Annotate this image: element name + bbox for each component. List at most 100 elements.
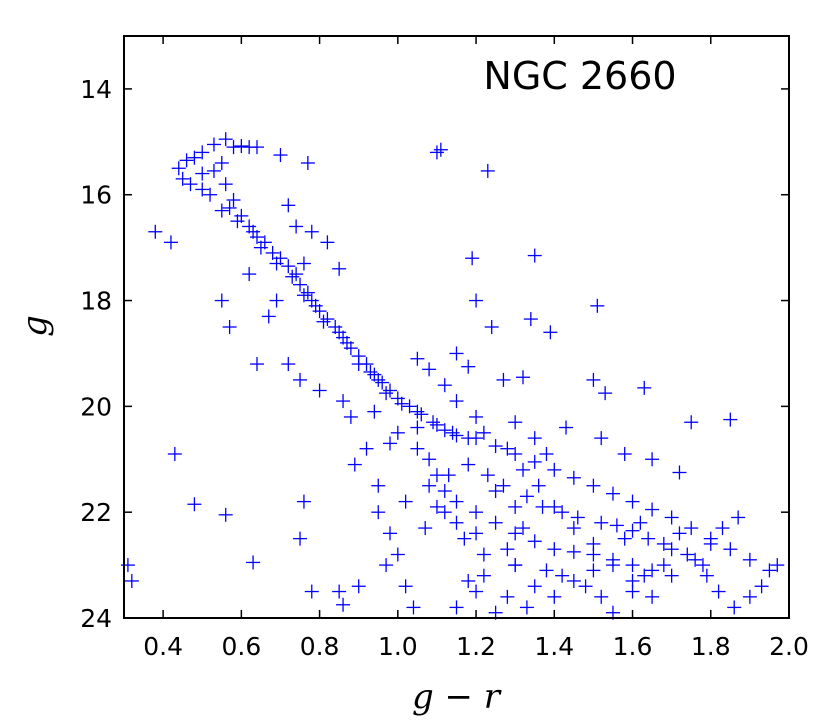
data-point: [422, 362, 437, 377]
data-point: [429, 468, 444, 483]
data-point: [206, 163, 221, 178]
x-tick-label: 1.8: [691, 632, 731, 661]
data-point: [469, 505, 484, 520]
data-point: [742, 589, 757, 604]
data-point: [598, 386, 613, 401]
data-point: [672, 526, 687, 541]
data-point: [265, 245, 280, 260]
data-point: [703, 536, 718, 551]
data-point: [226, 193, 241, 208]
data-point: [195, 166, 210, 181]
data-point: [641, 531, 656, 546]
data-point: [250, 357, 264, 372]
data-point: [273, 148, 288, 163]
data-point: [410, 351, 425, 366]
data-point: [289, 267, 304, 282]
data-point: [410, 404, 425, 419]
data-point: [234, 139, 249, 154]
data-point: [429, 499, 444, 514]
data-point: [727, 600, 742, 615]
data-point: [461, 359, 476, 374]
data-point: [547, 542, 562, 557]
data-point: [496, 478, 511, 493]
data-point: [347, 457, 362, 472]
data-point: [343, 409, 358, 424]
data-point: [293, 531, 308, 546]
data-point: [163, 235, 178, 250]
data-point: [469, 584, 484, 599]
data-point: [296, 288, 311, 303]
data-point: [418, 521, 433, 536]
data-point: [500, 589, 515, 604]
data-point: [429, 417, 444, 432]
data-point: [566, 544, 581, 559]
data-point: [383, 383, 397, 398]
data-point: [293, 277, 308, 292]
data-point: [684, 415, 699, 430]
x-tick-label: 2.0: [769, 632, 809, 661]
data-point: [320, 312, 335, 327]
data-point: [363, 364, 378, 379]
data-point: [300, 155, 315, 170]
data-point: [566, 470, 581, 485]
data-point: [300, 285, 315, 300]
y-tick-label: 16: [80, 181, 112, 210]
data-point: [711, 584, 726, 599]
data-point: [218, 177, 233, 192]
data-point: [371, 478, 386, 493]
data-point: [625, 584, 640, 599]
x-tick-label: 1.6: [613, 632, 653, 661]
data-point: [351, 357, 366, 372]
data-point: [637, 380, 652, 395]
data-point: [218, 507, 233, 522]
data-points: [120, 132, 785, 620]
data-point: [437, 423, 452, 438]
data-point: [527, 248, 542, 263]
data-point: [222, 200, 237, 215]
data-point: [555, 568, 570, 583]
data-point: [261, 309, 276, 324]
data-point: [547, 499, 562, 514]
data-point: [586, 372, 601, 387]
data-point: [449, 394, 464, 409]
data-point: [179, 153, 194, 168]
data-point: [519, 489, 534, 504]
data-point: [316, 314, 331, 329]
data-point: [281, 357, 296, 372]
data-point: [437, 378, 452, 393]
data-point: [253, 240, 268, 255]
data-point: [527, 534, 542, 549]
data-point: [281, 259, 296, 274]
data-point: [332, 584, 347, 599]
data-point: [496, 372, 511, 387]
y-tick-label: 14: [80, 75, 112, 104]
data-point: [508, 526, 523, 541]
data-point: [398, 494, 413, 509]
data-point: [539, 563, 554, 578]
data-point: [449, 346, 464, 361]
data-point: [476, 547, 491, 562]
data-point: [242, 267, 257, 282]
data-point: [535, 499, 550, 514]
data-point: [527, 431, 542, 446]
x-tick-label: 0.4: [143, 632, 183, 661]
data-point: [645, 452, 660, 467]
data-point: [383, 436, 397, 451]
data-point: [230, 214, 245, 229]
data-point: [664, 510, 679, 525]
data-point: [426, 415, 441, 430]
data-point: [195, 182, 210, 197]
data-point: [339, 335, 354, 350]
data-point: [645, 502, 660, 517]
data-point: [488, 439, 503, 454]
data-point: [457, 531, 472, 546]
data-point: [684, 521, 699, 536]
data-point: [770, 558, 785, 573]
data-point: [320, 235, 335, 250]
data-point: [367, 404, 382, 419]
cluster-name-annotation: NGC 2660: [483, 54, 676, 98]
data-point: [214, 155, 229, 170]
data-point: [547, 462, 562, 477]
data-point: [206, 137, 221, 152]
